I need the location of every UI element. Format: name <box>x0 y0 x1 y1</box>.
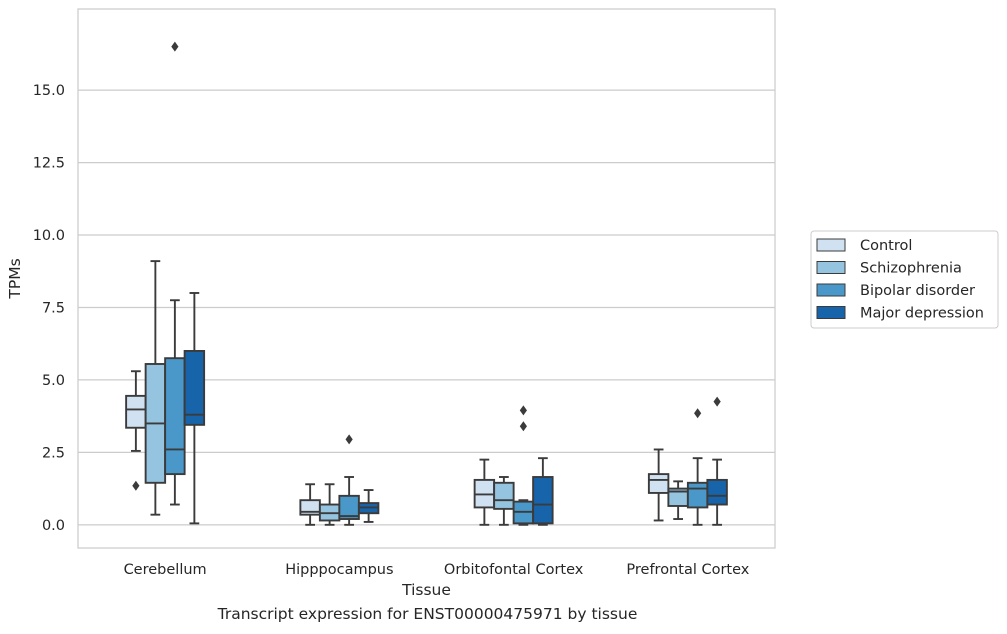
box-control <box>125 370 147 491</box>
outlier-point <box>171 41 179 52</box>
box-iqr <box>647 473 670 494</box>
x-tick-label: Orbitofontal Cortex <box>444 562 584 578</box>
x-axis-label: Tissue <box>401 581 451 599</box>
box-schizophrenia <box>318 483 341 526</box>
legend-swatch <box>816 283 846 297</box>
box-control <box>473 458 496 526</box>
box-bipolar-disorder <box>338 434 360 526</box>
box-iqr <box>164 357 186 476</box>
legend-frame <box>810 230 999 329</box>
box-control <box>647 448 670 522</box>
y-tick-label: 10.0 <box>33 228 65 244</box>
legend-label: Major depression <box>860 306 984 322</box>
box-major-depression <box>706 396 728 526</box>
y-tick-labels: 0.0 2.5 5.0 7.5 10.0 12.5 15.0 <box>33 83 65 534</box>
box-major-depression <box>357 489 380 523</box>
plot-frame <box>77 8 776 549</box>
y-tick-label: 2.5 <box>42 445 65 461</box>
legend-swatch <box>816 306 846 319</box>
outlier-point <box>345 434 353 445</box>
outlier-point <box>132 480 140 491</box>
y-axis-label: TPMs <box>6 258 24 299</box>
legend-swatch <box>816 261 846 274</box>
boxes-layer <box>125 41 728 526</box>
chart-caption: Transcript expression for ENST0000047597… <box>217 605 638 623</box>
x-tick-label: Hipppocampus <box>285 562 393 578</box>
box-iqr <box>706 478 728 506</box>
box-iqr <box>532 476 554 525</box>
y-tick-label: 15.0 <box>33 83 65 99</box>
box-major-depression <box>183 292 206 525</box>
outlier-point <box>519 421 527 432</box>
legend: Control Schizophrenia Bipolar disorder Majo… <box>810 230 999 329</box>
y-tick-label: 12.5 <box>33 156 65 172</box>
outlier-point <box>694 408 702 419</box>
box-iqr <box>183 349 206 426</box>
legend-swatch <box>816 238 846 252</box>
box-schizophrenia <box>493 476 515 526</box>
box-bipolar-disorder <box>164 41 186 506</box>
y-tick-label: 5.0 <box>42 373 65 389</box>
outlier-point <box>713 396 721 407</box>
box-iqr <box>686 481 709 509</box>
box-schizophrenia <box>667 480 689 520</box>
box-schizophrenia <box>144 260 167 516</box>
y-tick-label: 7.5 <box>42 300 65 316</box>
box-iqr <box>493 481 515 510</box>
x-tick-label: Prefrontal Cortex <box>626 562 749 578</box>
box-bipolar-disorder <box>686 408 709 526</box>
boxplot-chart: 0.0 2.5 5.0 7.5 10.0 12.5 15.0 Cerebellum Hippp… <box>6 8 999 599</box>
box-bipolar-disorder <box>512 405 535 526</box>
box-control <box>299 483 321 526</box>
outlier-point <box>519 405 527 416</box>
y-tick-label: 0.0 <box>42 518 65 534</box>
x-tick-labels: Cerebellum Hipppocampus Orbitofontal Corte… <box>124 562 750 578</box>
legend-label: Schizophrenia <box>860 261 962 277</box>
legend-label: Bipolar disorder <box>860 283 975 299</box>
x-tick-label: Cerebellum <box>124 562 207 578</box>
box-iqr <box>125 394 147 429</box>
box-major-depression <box>532 457 554 526</box>
legend-label: Control <box>860 238 912 254</box>
